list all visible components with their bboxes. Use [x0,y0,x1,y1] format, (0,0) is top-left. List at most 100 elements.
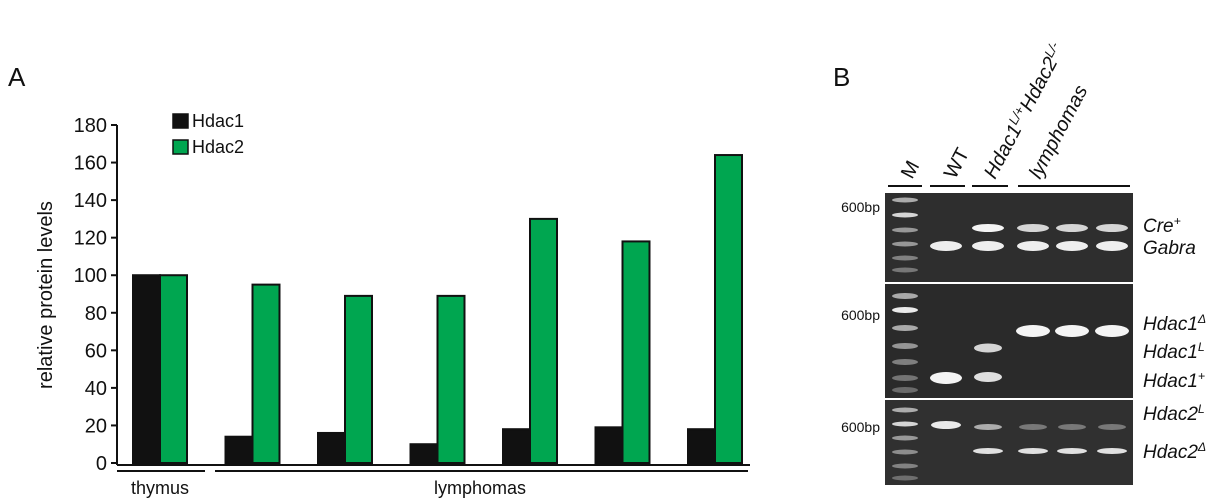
y-tick-label: 140 [74,190,107,212]
bar [318,433,345,463]
gel-band [1017,224,1049,232]
band-label-part: Hdac2 [1143,404,1198,425]
gel-band [974,424,1002,430]
band-label-part: Cre [1143,216,1174,237]
band-label: Gabra [1143,238,1196,259]
gel-band [1096,241,1128,251]
y-tick-label: 100 [74,265,107,287]
band-label-part: L [1198,340,1205,354]
lane-label-part: Hdac2 [1016,54,1063,115]
y-tick-label: 120 [74,228,107,250]
bar [411,444,438,463]
bar [688,429,715,463]
lane-label-part: M [897,157,924,182]
gel-band [1019,424,1047,430]
bar [530,219,557,463]
gel-band [892,268,918,273]
band-label-part: + [1174,214,1181,228]
bar [623,241,650,463]
size-marker: 600bp [841,199,880,215]
bar [253,285,280,463]
bar [438,296,465,463]
band-label-part: Hdac1 [1143,371,1198,392]
gel-band [1055,325,1089,337]
bar [596,427,623,463]
legend-swatch [173,140,188,154]
gel-band [931,421,961,429]
gel-band [892,293,918,299]
bar [226,437,253,463]
group-label: lymphomas [434,478,526,498]
gel-band [930,241,962,251]
lane-label: WT [940,145,974,183]
gel-band [1056,224,1088,232]
band-label: Hdac1L [1143,340,1205,363]
gel-band [892,476,918,481]
gel-band [892,359,918,365]
gel-band [1056,241,1088,251]
y-tick-label: 80 [85,303,107,325]
lane-label: Hdac1L/+Hdac2L/- [978,38,1070,182]
gel-band [1097,448,1127,454]
gel-band [1016,325,1050,337]
gel-panel [885,193,1133,282]
gel-band [930,372,962,384]
band-label: Hdac1Δ [1143,312,1206,335]
gel-band [892,213,918,218]
bar [133,275,160,463]
gel-band [892,228,918,233]
gel-band [892,408,918,413]
y-tick-label: 160 [74,153,107,175]
gel-band [1098,424,1126,430]
gel-image [885,193,1133,485]
lane-label-part: Hdac1 [980,121,1027,182]
bar [503,429,530,463]
band-label: Cre+ [1143,214,1181,237]
gel-band [892,343,918,349]
bar [160,275,187,463]
gel-band [1096,224,1128,232]
band-label-part: Δ [1197,312,1206,326]
legend-swatch [173,114,188,128]
size-marker: 600bp [841,307,880,323]
bar [345,296,372,463]
legend-label: Hdac2 [192,137,244,157]
band-label-part: Hdac1 [1143,342,1198,363]
y-tick-label: 60 [85,340,107,362]
size-marker: 600bp [841,419,880,435]
lane-label: M [897,157,924,182]
gel-band [892,198,918,203]
figure: A B relative protein levels 020406080100… [0,0,1232,501]
gel-band [1018,448,1048,454]
gel-band [892,256,918,261]
gel-band [974,344,1002,353]
band-label: Hdac2Δ [1143,440,1206,463]
band-label: Hdac2L [1143,402,1205,425]
y-tick-label: 40 [85,378,107,400]
gel-band [892,307,918,313]
gel-band [1095,325,1129,337]
band-label-part: Gabra [1143,238,1196,259]
panel-label: A [8,62,26,92]
y-tick-label: 180 [74,115,107,137]
lane-label-part: WT [940,145,974,183]
legend-label: Hdac1 [192,111,244,131]
band-label-part: Δ [1197,440,1206,454]
band-label-part: Hdac2 [1143,442,1198,463]
y-tick-label: 20 [85,415,107,437]
band-label: Hdac1+ [1143,369,1205,392]
gel-band [892,436,918,441]
band-label-part: Hdac1 [1143,314,1198,335]
bar [715,155,742,463]
y-axis-label: relative protein levels [35,201,57,389]
panel-label: B [833,62,850,92]
gel-band [892,325,918,331]
gel-band [1017,241,1049,251]
gel-band [892,464,918,469]
gel-band [892,387,918,393]
gel-band [1057,448,1087,454]
gel-band [973,448,1003,454]
gel-band [974,372,1002,382]
gel-band [892,375,918,381]
group-label: thymus [131,478,189,498]
